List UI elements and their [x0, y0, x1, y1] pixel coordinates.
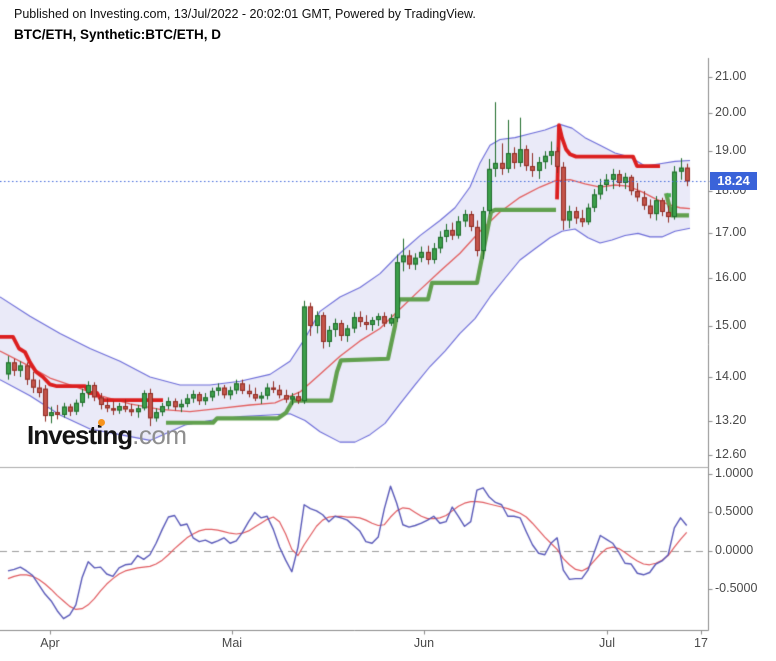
- watermark-suffix: .com: [132, 420, 187, 450]
- price-axis-label: 19.00: [715, 143, 747, 157]
- published-line: Published on Investing.com, 13/Jul/2022 …: [14, 7, 476, 21]
- price-axis-label: 21.00: [715, 69, 747, 83]
- time-axis-label: Jun: [413, 636, 435, 650]
- price-axis-label: 12.60: [715, 447, 747, 461]
- watermark-orange-dot-icon: [98, 419, 105, 426]
- last-price-badge: 18.24: [710, 172, 757, 190]
- price-axis-label: 15.00: [715, 318, 747, 332]
- investing-watermark: Investing.com: [27, 419, 187, 450]
- time-axis-label: Jul: [599, 636, 615, 650]
- time-axis-label: 17: [694, 636, 708, 650]
- time-axis-label: Mai: [221, 636, 243, 650]
- osc-axis-label: -0.5000: [715, 581, 758, 595]
- symbol-title: BTC/ETH, Synthetic:BTC/ETH, D: [14, 27, 222, 42]
- price-axis-label: 20.00: [715, 105, 747, 119]
- price-axis-label: 14.00: [715, 369, 747, 383]
- osc-axis-label: 0.5000: [715, 504, 754, 518]
- watermark-brand: Investing: [27, 420, 133, 450]
- osc-axis-label: 1.0000: [715, 466, 754, 480]
- osc-axis-label: 0.0000: [715, 543, 754, 557]
- price-axis-label: 17.00: [715, 225, 747, 239]
- price-axis-label: 16.00: [715, 270, 747, 284]
- price-axis-label: 13.20: [715, 413, 747, 427]
- time-axis-label: Apr: [40, 636, 60, 650]
